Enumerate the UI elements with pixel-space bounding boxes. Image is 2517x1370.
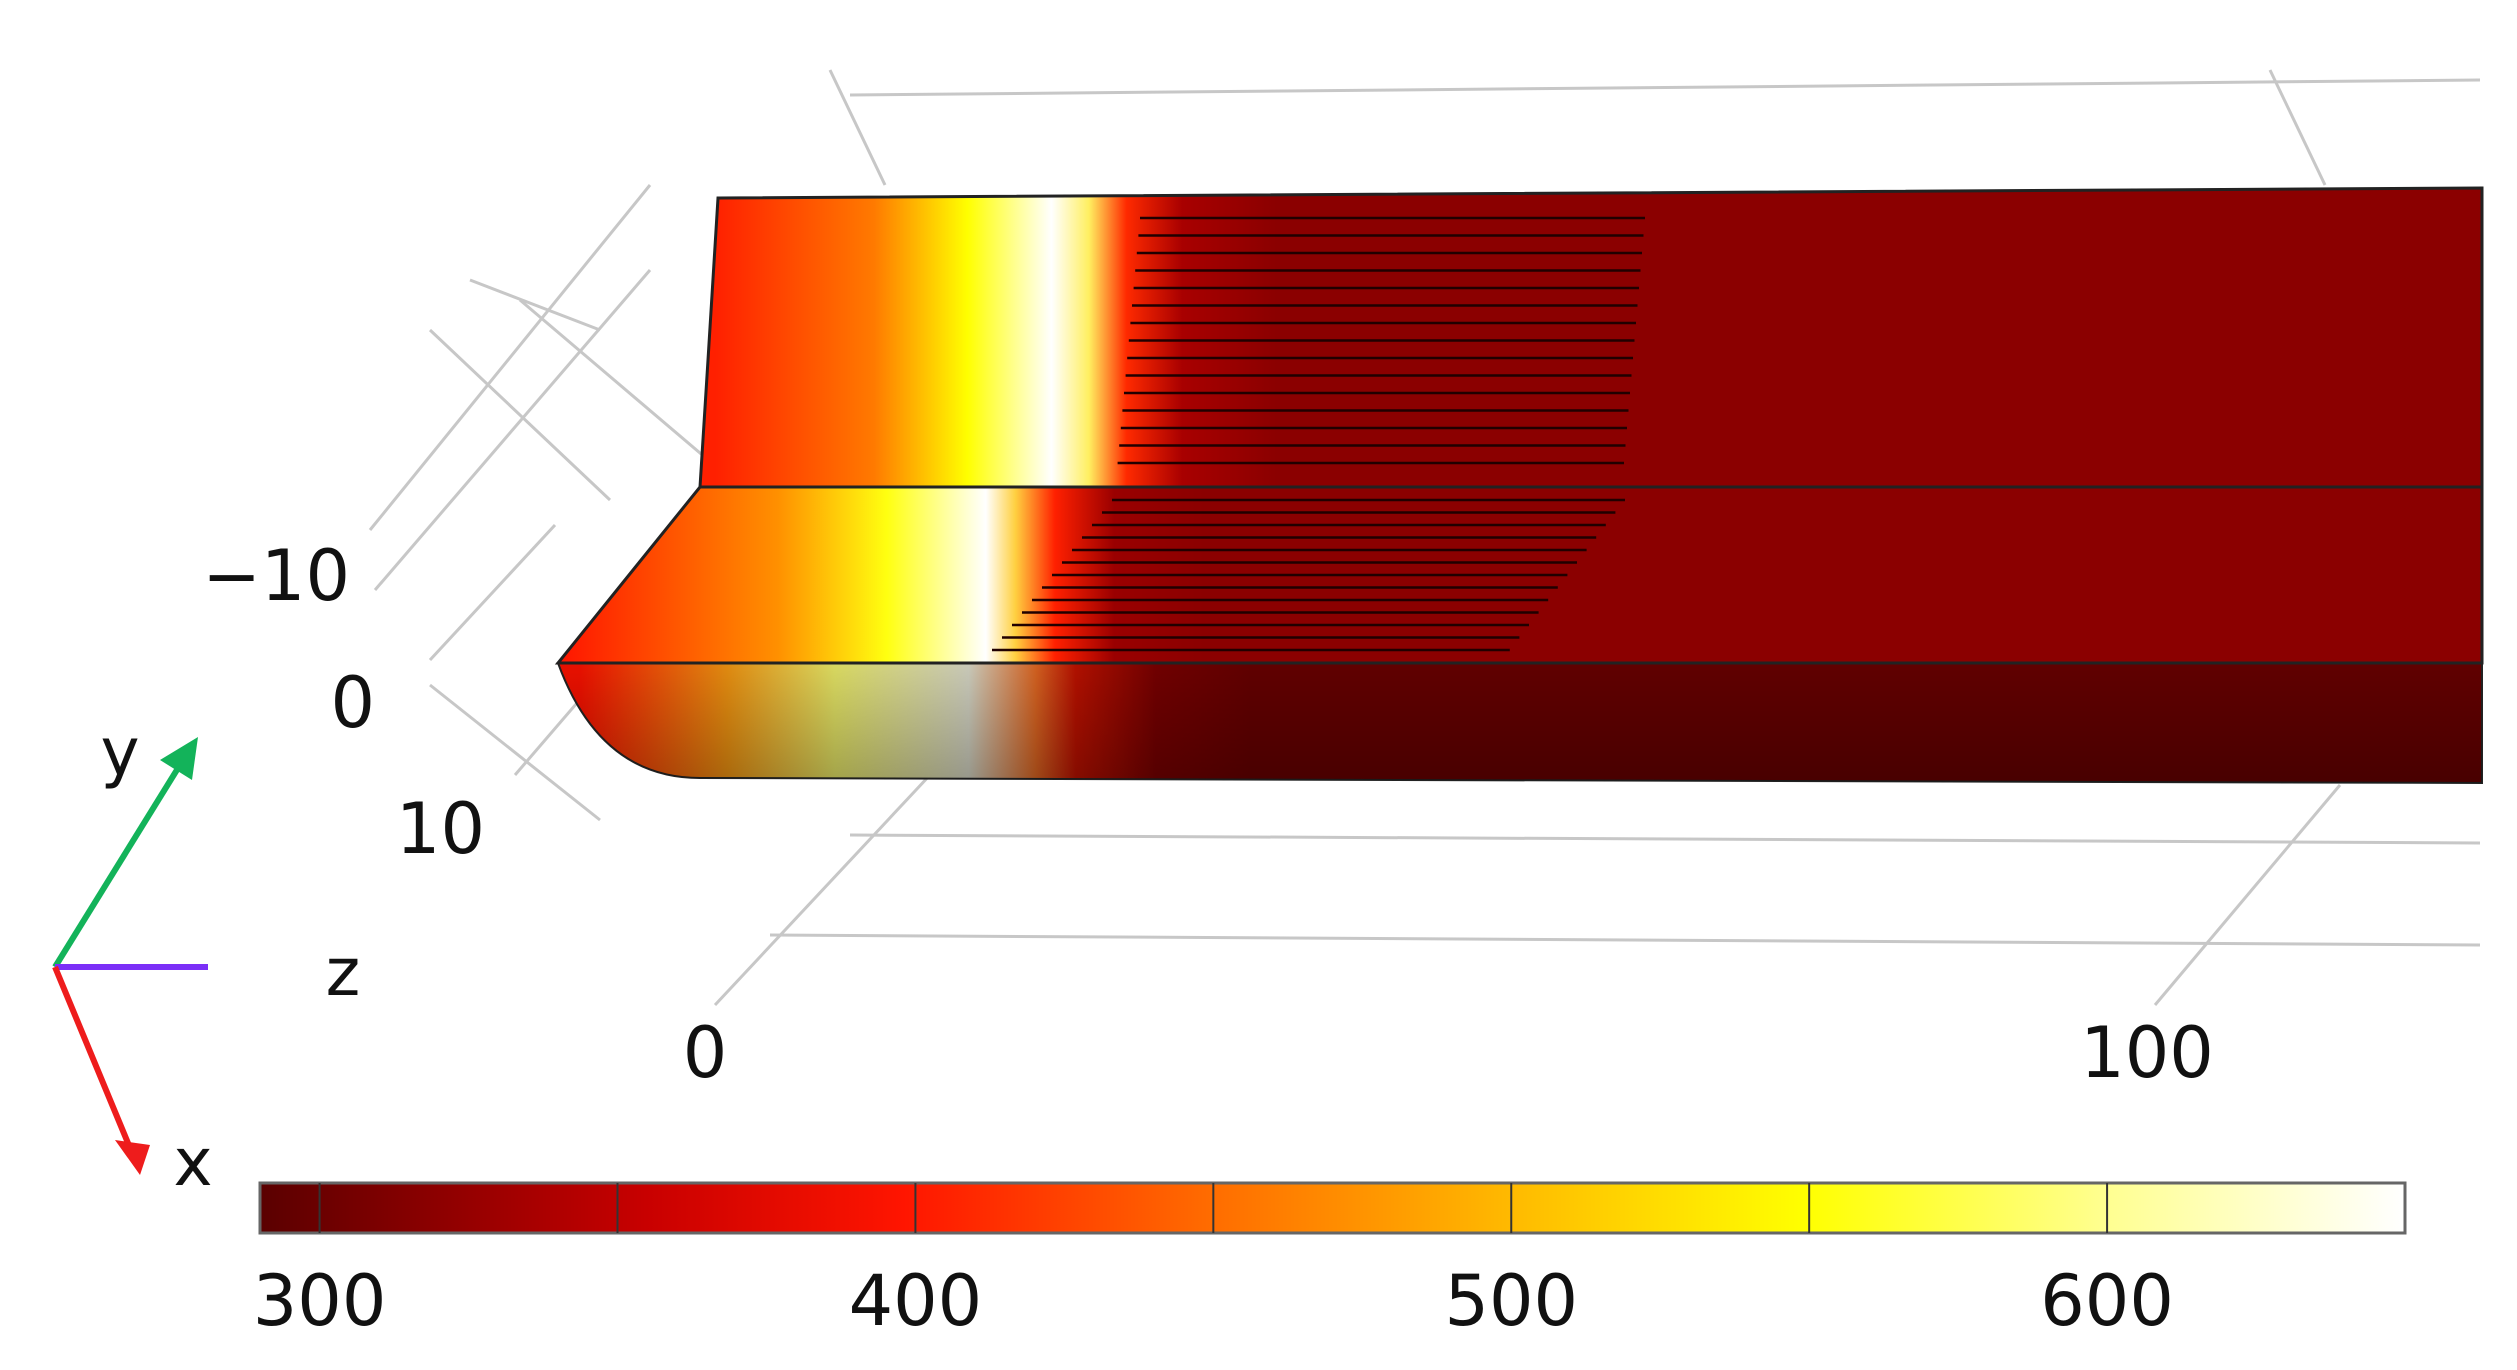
mesh-layers-upper — [1117, 216, 1645, 465]
grid-line — [2268, 69, 2327, 186]
colorbar-label: 400 — [849, 1260, 983, 1342]
grid-line — [2153, 784, 2342, 1006]
y-tick-label: −10 — [202, 535, 350, 617]
colorbar-label: 300 — [253, 1260, 387, 1342]
axis-grid — [368, 69, 2481, 1007]
colorbar-ramp — [258, 1181, 2407, 1235]
grid-line — [428, 523, 557, 662]
grid-line — [373, 269, 652, 591]
triad-label-x: x — [173, 1124, 212, 1201]
slab-top-face — [698, 186, 2484, 489]
grid-line — [429, 683, 601, 822]
y-tick-label: 10 — [396, 788, 485, 870]
axis-triad: y z x — [52, 714, 361, 1201]
grid-line — [769, 933, 2481, 947]
x-axis-arrow — [52, 965, 138, 1162]
grid-line — [519, 298, 721, 472]
colorbar: 300 400 500 600 — [253, 1181, 2407, 1342]
grid-line — [828, 69, 887, 186]
slab-front-shade — [558, 663, 2482, 783]
grid-line — [368, 184, 652, 531]
z-tick-label: 100 — [2080, 1012, 2214, 1094]
colorbar-tick-labels: 300 400 500 600 — [253, 1260, 2174, 1342]
grid-line — [469, 278, 601, 332]
grid-line — [849, 78, 2481, 97]
y-tick-label: 0 — [330, 662, 375, 744]
y-axis-labels: −10 0 10 — [202, 535, 485, 870]
colorbar-label: 500 — [1444, 1260, 1578, 1342]
y-axis-arrow — [52, 750, 191, 969]
mesh-layers-lower — [992, 498, 1625, 652]
x-arrowhead — [115, 1140, 150, 1175]
z-axis-labels: 0 100 — [683, 1012, 2214, 1094]
grid-line — [428, 328, 612, 502]
triad-label-z: z — [326, 934, 361, 1011]
y-arrowhead — [160, 737, 198, 780]
slab-body — [554, 186, 2484, 785]
colorbar-label: 600 — [2040, 1260, 2174, 1342]
colorbar-tick-marks — [318, 1183, 2109, 1233]
z-tick-label: 0 — [683, 1012, 728, 1094]
grid-line — [849, 833, 2481, 845]
triad-label-y: y — [100, 714, 139, 791]
grid-line — [713, 773, 932, 1007]
